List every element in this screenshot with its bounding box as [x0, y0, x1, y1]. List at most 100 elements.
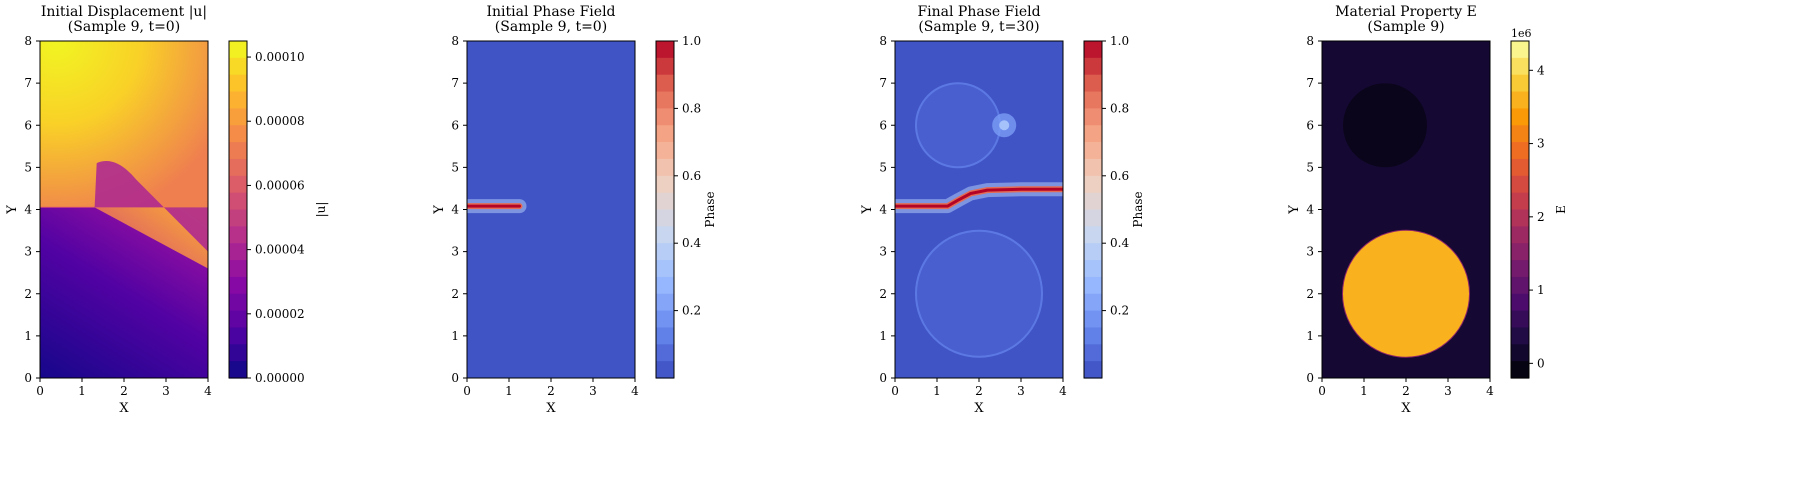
colorbar-tick-label: 1.0	[1110, 34, 1129, 48]
x-tick-label: 3	[589, 384, 597, 398]
colorbar-tick-label: 0.6	[1110, 169, 1129, 183]
chart-title: (Sample 9, t=0)	[68, 19, 180, 35]
colorbar-segment	[1084, 57, 1102, 76]
crack-core	[895, 187, 1063, 208]
colorbar-segment	[229, 41, 247, 59]
colorbar-segment	[229, 293, 247, 312]
colorbar-segment	[229, 310, 247, 329]
colorbar-label: Phase	[1131, 191, 1145, 227]
colorbar-segment	[229, 125, 247, 143]
colorbar-segment	[1511, 108, 1529, 126]
colorbar-segment	[1084, 125, 1102, 143]
colorbar-segment	[656, 327, 674, 345]
y-tick-label: 3	[24, 245, 32, 259]
chart-title: (Sample 9, t=0)	[495, 19, 607, 35]
plot-area	[40, 41, 208, 378]
colorbar-segment	[1084, 327, 1102, 345]
x-axis-label: X	[546, 401, 556, 416]
colorbar-segment	[229, 57, 247, 76]
colorbar-tick-label: 4	[1537, 63, 1545, 77]
colorbar-label: E	[1554, 205, 1568, 214]
colorbar-segment	[1084, 310, 1102, 329]
colorbar-segment	[656, 209, 674, 227]
colorbar-segment	[656, 142, 674, 160]
colorbar-segment	[229, 276, 247, 295]
colorbar-segment	[229, 108, 247, 126]
colorbar-segment	[1511, 91, 1529, 109]
colorbar-segment	[1511, 226, 1529, 244]
colorbar-tick-label: 1.0	[682, 34, 701, 48]
colorbar-segment	[229, 243, 247, 261]
y-tick-label: 4	[24, 203, 32, 217]
chart-title: (Sample 9, t=30)	[918, 19, 1039, 35]
colorbar-segment	[229, 192, 247, 211]
x-tick-label: 0	[36, 384, 44, 398]
colorbar-segment	[1511, 344, 1529, 362]
y-tick-label: 3	[1306, 245, 1314, 259]
colorbar-segment	[656, 175, 674, 194]
y-tick-label: 4	[879, 203, 887, 217]
colorbar-tick-label: 0	[1537, 356, 1545, 370]
chart-title: Material Property E	[1335, 4, 1477, 20]
colorbar-segment	[229, 175, 247, 194]
y-tick-label: 3	[451, 245, 459, 259]
x-tick-label: 0	[463, 384, 471, 398]
colorbar-tick-label: 0.8	[682, 101, 701, 115]
x-tick-label: 1	[78, 384, 86, 398]
colorbar-segment	[1084, 158, 1102, 177]
colorbar-segment	[656, 57, 674, 76]
colorbar-tick-label: 0.00008	[255, 114, 305, 128]
inclusion-halo	[915, 82, 1001, 169]
colorbar-segment	[1511, 142, 1529, 160]
colorbar-frame	[228, 40, 248, 379]
x-tick-label: 2	[547, 384, 555, 398]
colorbar-tick-label: 0.8	[1110, 101, 1129, 115]
colorbar-segment	[656, 158, 674, 177]
colorbar-tick-label: 0.00002	[255, 307, 305, 321]
colorbar-segment	[229, 74, 247, 93]
colorbar-segment	[1084, 361, 1102, 379]
inclusion	[1343, 83, 1427, 168]
y-axis-label: Y	[1287, 205, 1302, 215]
y-tick-label: 7	[24, 76, 32, 90]
colorbar-segment	[1084, 142, 1102, 160]
y-tick-label: 0	[1306, 371, 1314, 385]
x-tick-label: 1	[933, 384, 941, 398]
colorbar-segment	[1084, 344, 1102, 362]
colorbar-segment	[656, 192, 674, 211]
y-tick-label: 6	[24, 118, 32, 132]
colorbar-segment	[229, 158, 247, 177]
inclusion	[1343, 230, 1469, 357]
colorbar-segment	[1511, 276, 1529, 295]
colorbar-segment	[1084, 91, 1102, 109]
colorbar-tick-label: 0.00006	[255, 178, 305, 192]
x-tick-label: 3	[1444, 384, 1452, 398]
colorbar-segment	[1511, 175, 1529, 194]
x-tick-label: 1	[1360, 384, 1368, 398]
colorbar-segment	[1084, 260, 1102, 278]
colorbar-segment	[1511, 125, 1529, 143]
x-tick-label: 3	[162, 384, 170, 398]
colorbar-segment	[1084, 276, 1102, 295]
colorbar-tick-label: 0.00000	[255, 371, 305, 385]
colorbar-segment	[229, 361, 247, 379]
y-tick-label: 7	[451, 76, 459, 90]
colorbar: 0.2 0.4 0.6 0.8 1.0 Phase	[655, 34, 717, 379]
colorbar-segment	[1511, 192, 1529, 211]
x-tick-label: 0	[891, 384, 899, 398]
chart-title: Initial Phase Field	[486, 4, 615, 20]
x-tick-label: 2	[120, 384, 128, 398]
y-tick-label: 7	[879, 76, 887, 90]
chart-panel: 0 1 2 3 4 0 1 2 3 4 5 6 7 8 X Y Initial Displacement |u|…	[5, 4, 328, 416]
colorbar-label: Phase	[703, 191, 717, 227]
chart-panel: 0 1 2 3 4 0 1 2 3 4 5 6 7 8 X Y Final Phase Field(Sample…	[860, 4, 1145, 416]
colorbar-segment	[656, 74, 674, 93]
y-tick-label: 4	[451, 203, 459, 217]
colorbar-segment	[1511, 260, 1529, 278]
colorbar-segment	[1084, 226, 1102, 244]
colorbar-segment	[656, 125, 674, 143]
colorbar-segment	[229, 260, 247, 278]
x-axis-label: X	[1401, 401, 1411, 416]
colorbar-segment	[656, 243, 674, 261]
y-axis-label: Y	[432, 205, 447, 215]
